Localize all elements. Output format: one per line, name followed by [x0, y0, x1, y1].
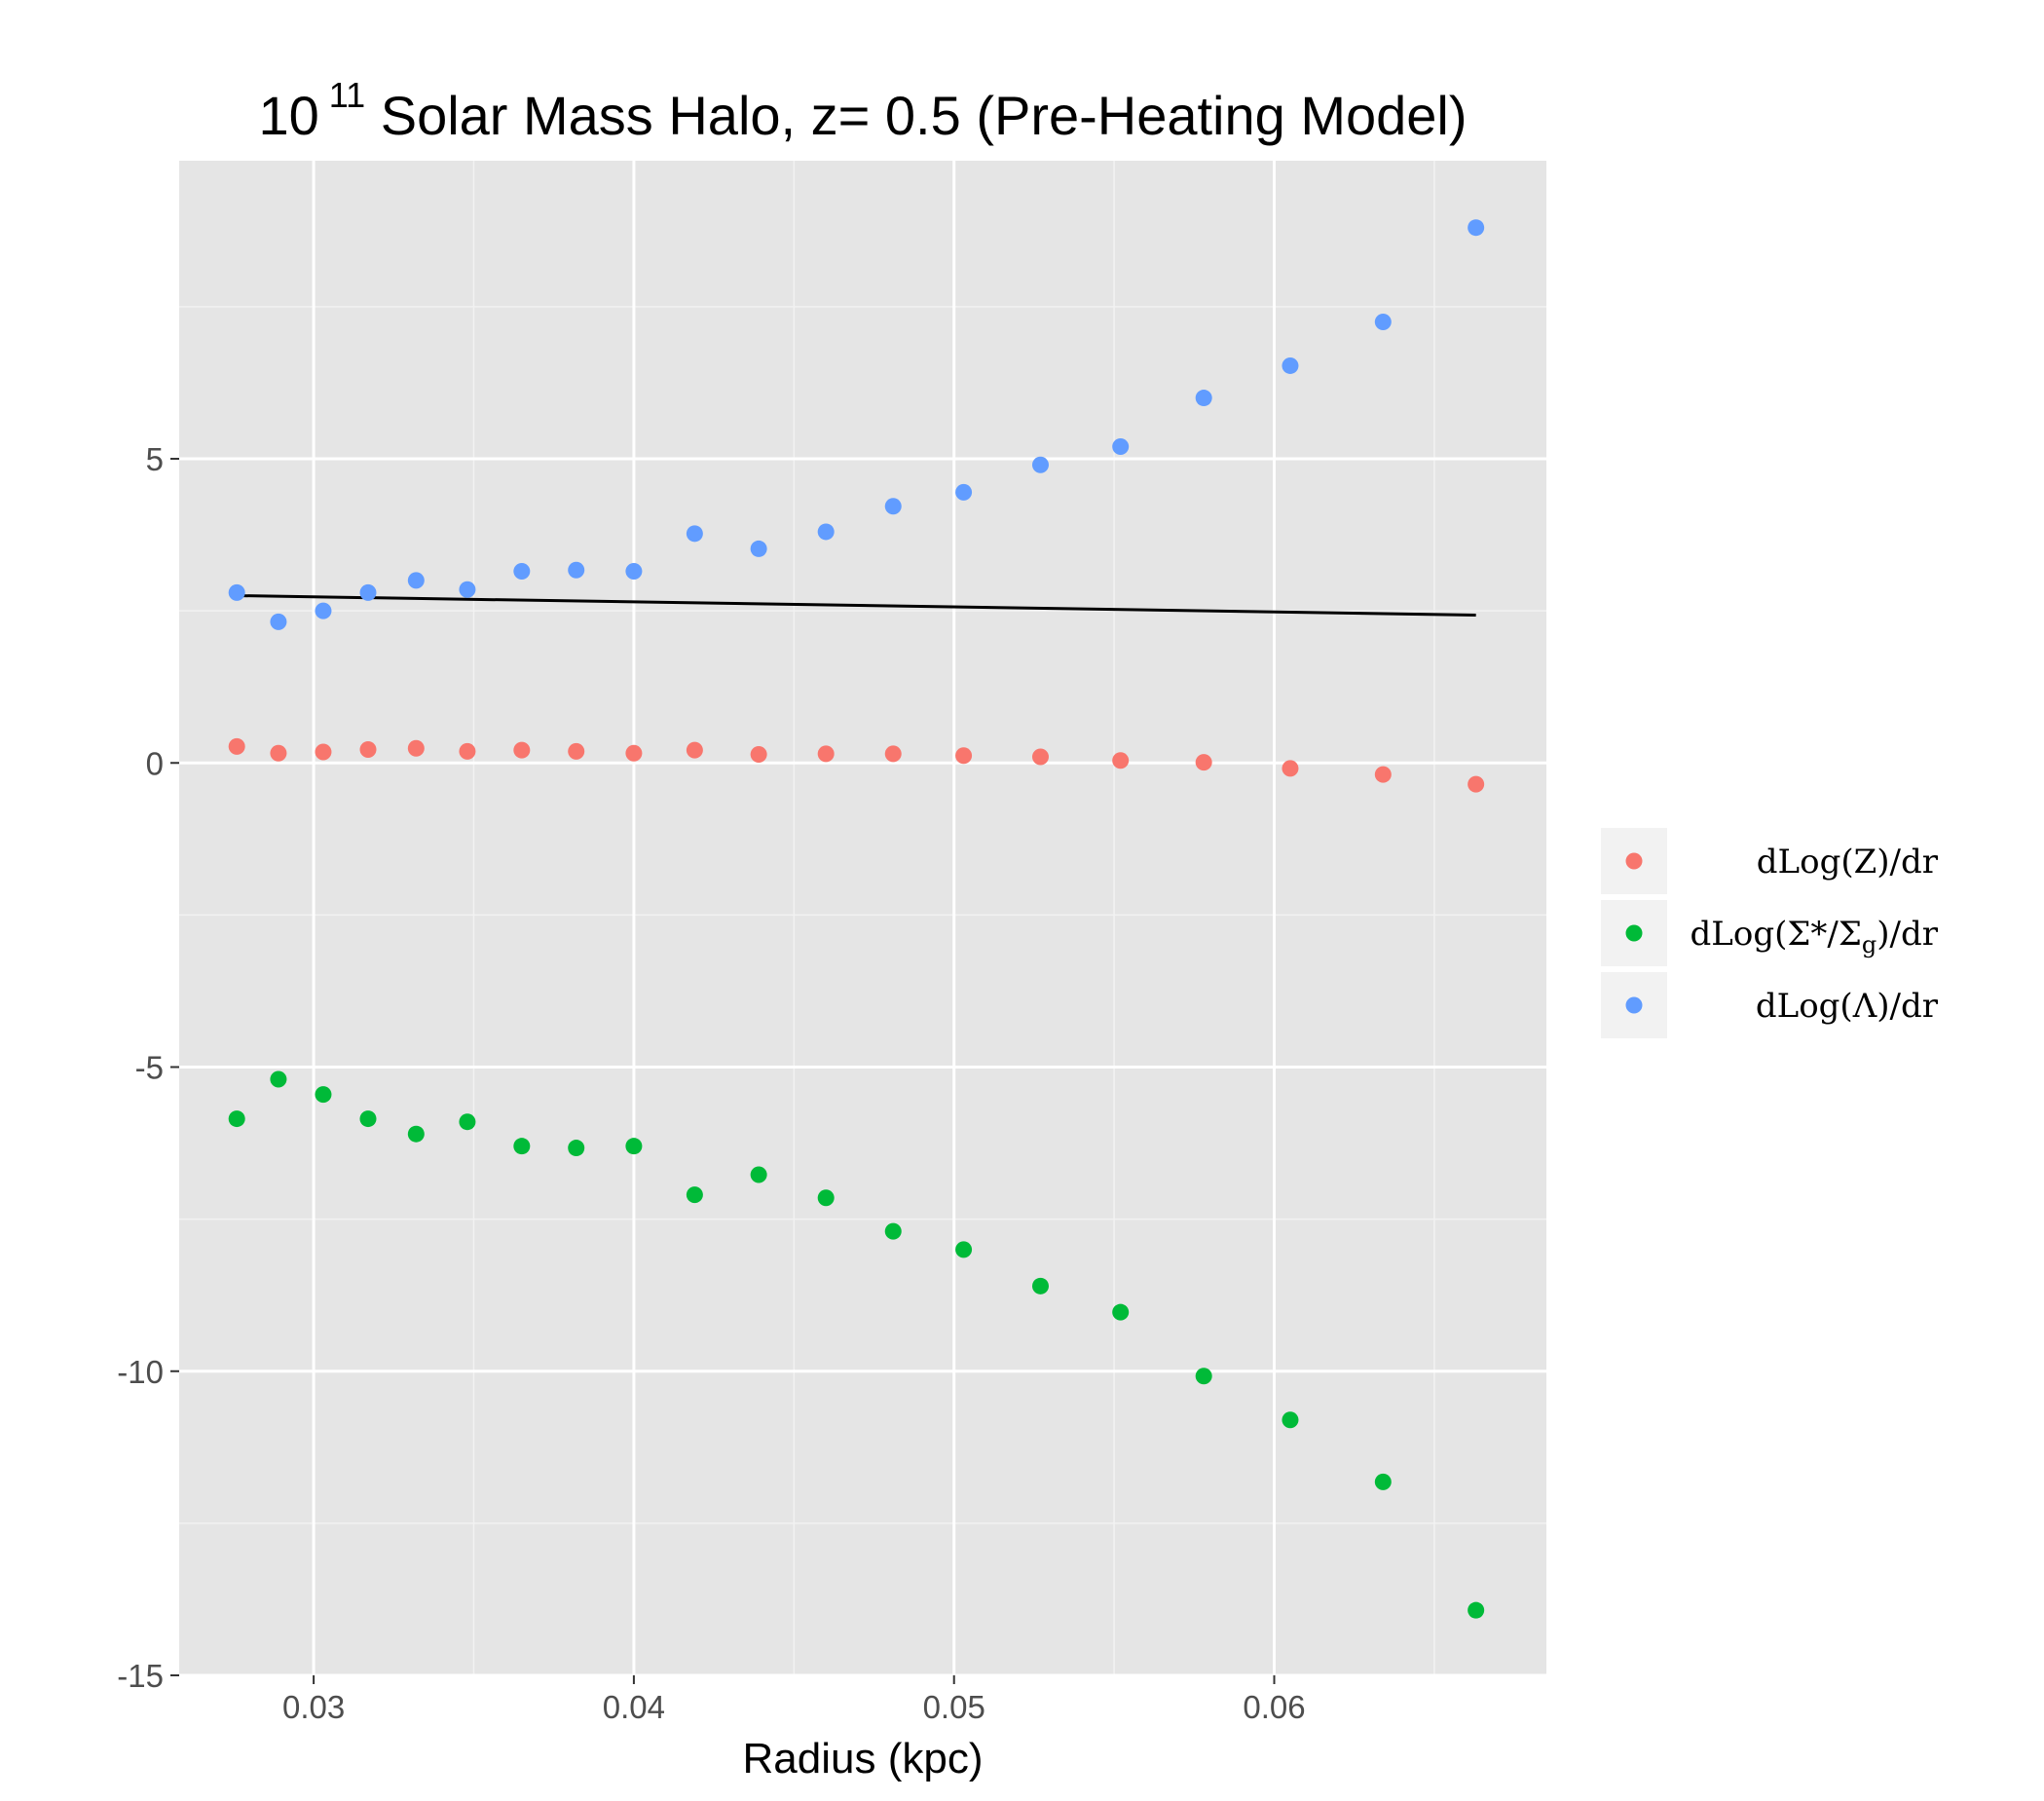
y-tick-label: 5 — [146, 441, 164, 477]
data-point — [955, 483, 973, 501]
y-tick-label: 0 — [146, 745, 164, 781]
data-point — [270, 613, 287, 630]
data-point — [1031, 456, 1049, 473]
data-point — [750, 540, 767, 557]
y-tick-label: -10 — [117, 1354, 164, 1390]
axis-ticks — [170, 458, 1276, 1684]
data-point — [459, 1113, 476, 1131]
x-tick-label: 0.03 — [282, 1689, 345, 1725]
series-3-points — [228, 219, 1485, 630]
data-point — [513, 741, 531, 759]
data-point — [1468, 219, 1485, 237]
data-point — [513, 563, 531, 581]
data-point — [1282, 760, 1299, 777]
data-point — [228, 583, 245, 601]
data-point — [568, 742, 585, 760]
data-point — [884, 745, 902, 763]
legend: dLog(Z)/dr dLog(Σ*/Σg)/dr dLog(Λ)/dr — [1601, 828, 1939, 1038]
data-point — [228, 737, 245, 755]
data-point — [270, 1070, 287, 1088]
series-2-points — [228, 1070, 1485, 1619]
legend-label-suffix: )/dr — [1877, 915, 1938, 954]
fit-line — [237, 594, 1476, 617]
title-rest: Solar Mass Halo, z= 0.5 (Pre-Heating Mod… — [365, 85, 1467, 146]
data-point — [315, 743, 332, 761]
x-tick-label: 0.06 — [1243, 1689, 1305, 1725]
data-point — [1282, 1411, 1299, 1429]
data-point — [1112, 1303, 1130, 1321]
data-point — [686, 741, 703, 759]
legend-label-subscript: g — [1862, 931, 1877, 958]
data-point — [1282, 356, 1299, 374]
data-point — [459, 742, 476, 760]
data-point — [686, 1186, 703, 1204]
chart-title: 10 11 Solar Mass Halo, z= 0.5 (Pre-Heatin… — [258, 75, 1467, 146]
x-tick-label: 0.05 — [923, 1689, 985, 1725]
data-point — [228, 1110, 245, 1128]
data-point — [359, 741, 377, 759]
data-point — [1112, 752, 1130, 769]
fit-line-layer — [237, 594, 1476, 617]
data-point — [359, 583, 377, 601]
legend-key-point — [1625, 852, 1643, 870]
x-axis-tick-labels: 0.03 0.04 0.05 0.06 — [282, 1689, 1306, 1725]
data-point — [955, 747, 973, 765]
data-point — [270, 744, 287, 762]
minor-gridlines — [179, 161, 1546, 1675]
data-point — [1031, 1277, 1049, 1294]
data-point — [1468, 775, 1485, 793]
x-axis-title: Radius (kpc) — [743, 1735, 984, 1782]
data-point — [1195, 1368, 1212, 1385]
data-points — [228, 219, 1485, 1619]
data-point — [1374, 766, 1392, 783]
data-point — [625, 1138, 643, 1155]
legend-label-main: dLog(Λ)/dr — [1756, 987, 1939, 1026]
data-point — [1031, 748, 1049, 766]
plot-panel — [179, 161, 1546, 1675]
data-point — [315, 602, 332, 619]
legend-label: dLog(Λ)/dr — [1756, 987, 1939, 1026]
legend-key-point — [1625, 996, 1643, 1014]
data-point — [1195, 390, 1212, 407]
legend-label: dLog(Z)/dr — [1757, 843, 1939, 882]
data-point — [513, 1138, 531, 1155]
y-axis-tick-labels: 5 0 -5 -10 -15 — [117, 441, 164, 1694]
data-point — [459, 581, 476, 598]
data-point — [625, 744, 643, 762]
data-point — [1195, 754, 1212, 771]
title-base: 10 — [258, 85, 318, 146]
data-point — [1374, 1473, 1392, 1490]
legend-label-main: dLog(Z)/dr — [1757, 843, 1939, 882]
data-point — [407, 1125, 425, 1143]
data-point — [315, 1086, 332, 1104]
y-tick-label: -5 — [135, 1050, 164, 1086]
data-point — [407, 739, 425, 757]
data-point — [955, 1241, 973, 1258]
data-point — [686, 525, 703, 543]
data-point — [817, 1189, 835, 1207]
data-point — [625, 563, 643, 581]
title-exponent: 11 — [329, 75, 365, 115]
data-point — [750, 746, 767, 764]
data-point — [1112, 438, 1130, 456]
data-point — [568, 561, 585, 579]
data-point — [817, 523, 835, 541]
legend-label-main: dLog(Σ*/Σ — [1691, 915, 1862, 954]
data-point — [884, 498, 902, 515]
series-1-points — [228, 737, 1485, 793]
data-point — [750, 1166, 767, 1183]
major-gridlines — [179, 161, 1546, 1677]
data-point — [359, 1110, 377, 1128]
data-point — [884, 1222, 902, 1240]
x-tick-label: 0.04 — [603, 1689, 665, 1725]
data-point — [1468, 1601, 1485, 1619]
legend-key-point — [1625, 924, 1643, 942]
legend-label: dLog(Σ*/Σg)/dr — [1691, 915, 1939, 958]
data-point — [1374, 313, 1392, 330]
data-point — [407, 572, 425, 589]
data-point — [568, 1140, 585, 1157]
y-tick-label: -15 — [117, 1658, 164, 1694]
data-point — [817, 745, 835, 763]
